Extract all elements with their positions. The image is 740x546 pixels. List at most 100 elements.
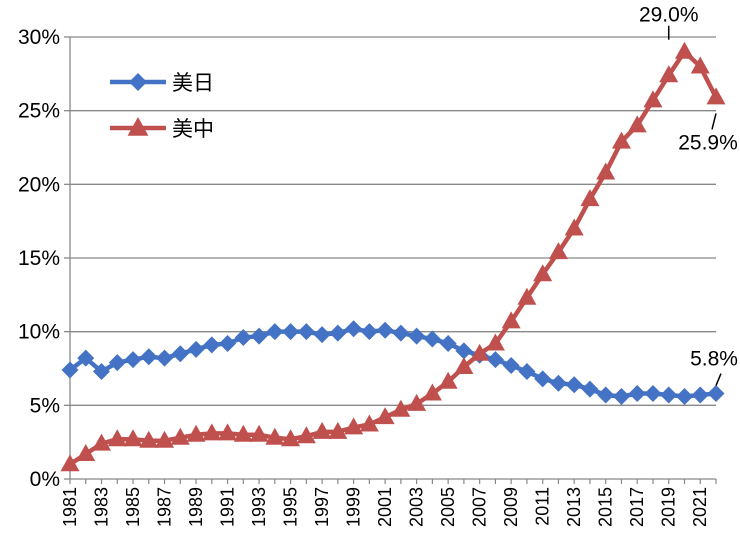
x-tick-label: 2007 xyxy=(470,487,490,527)
data-point xyxy=(77,349,95,367)
y-tick-label: 10% xyxy=(18,321,60,344)
data-point xyxy=(690,56,710,74)
data-point xyxy=(643,90,663,108)
data-point xyxy=(486,351,504,369)
annotations: 29.0% 25.9% 5.8% xyxy=(639,4,738,386)
annotation-label: 29.0% xyxy=(639,4,699,27)
series-layer xyxy=(60,41,726,472)
data-point xyxy=(282,323,300,341)
data-point xyxy=(76,443,96,461)
data-point xyxy=(611,131,631,149)
x-tick-label: 2019 xyxy=(659,487,679,527)
data-point xyxy=(312,421,332,439)
y-tick-label: 20% xyxy=(18,173,60,196)
data-point xyxy=(170,427,190,445)
y-tick-label: 5% xyxy=(30,394,60,417)
data-point xyxy=(580,189,600,207)
data-point xyxy=(581,380,599,398)
legend-marker xyxy=(129,73,147,91)
data-point xyxy=(187,340,205,358)
data-point xyxy=(140,348,158,366)
data-point xyxy=(139,430,159,448)
data-point xyxy=(328,421,348,439)
y-tick-label: 15% xyxy=(18,247,60,270)
data-point xyxy=(108,354,126,372)
data-point xyxy=(156,349,174,367)
x-tick-label: 2011 xyxy=(533,487,553,526)
data-point xyxy=(345,320,363,338)
data-point xyxy=(265,427,285,445)
data-point xyxy=(375,407,395,425)
data-point xyxy=(565,376,583,394)
data-point xyxy=(627,115,647,133)
data-point xyxy=(391,399,411,417)
data-point xyxy=(359,414,379,432)
data-point xyxy=(186,424,206,442)
x-tick-label: 2005 xyxy=(438,487,458,527)
x-tick-label: 1987 xyxy=(155,487,175,527)
data-point xyxy=(313,326,331,344)
x-tick-label: 1997 xyxy=(312,487,332,527)
x-tick-label: 2015 xyxy=(596,487,616,527)
y-tick-label: 0% xyxy=(30,468,60,491)
data-point xyxy=(392,324,410,342)
data-point xyxy=(485,333,505,351)
data-point xyxy=(549,374,567,392)
data-point xyxy=(707,385,725,403)
data-point xyxy=(171,345,189,363)
data-point xyxy=(517,287,537,305)
data-point xyxy=(470,343,490,361)
data-point xyxy=(219,334,237,352)
annotation-label: 25.9% xyxy=(678,131,738,154)
x-tick-label: 1991 xyxy=(218,487,238,527)
data-point xyxy=(548,242,568,260)
annotation-label: 5.8% xyxy=(690,348,738,371)
x-tick-label: 2003 xyxy=(407,487,427,527)
y-tick-label: 25% xyxy=(18,100,60,123)
data-point xyxy=(644,385,662,403)
series-1 xyxy=(61,320,725,405)
data-point xyxy=(93,362,111,380)
data-point xyxy=(296,426,316,444)
data-point xyxy=(123,429,143,447)
legend-label: 美中 xyxy=(172,117,214,141)
legend-label: 美日 xyxy=(172,71,214,95)
data-point xyxy=(659,65,679,83)
data-point xyxy=(533,264,553,282)
data-point xyxy=(234,329,252,347)
data-point xyxy=(660,386,678,404)
x-tick-label: 2013 xyxy=(564,487,584,527)
data-point xyxy=(218,423,238,441)
data-point xyxy=(518,362,536,380)
data-point xyxy=(706,87,726,105)
y-tick-label: 30% xyxy=(18,26,60,49)
data-point xyxy=(281,429,301,447)
series-2 xyxy=(60,41,726,472)
legend-marker xyxy=(127,117,149,136)
data-point xyxy=(534,370,552,388)
x-axis-ticks: 1981 1983 1985 1987 1989 1991 1993 1995 1997 1999… xyxy=(60,479,717,527)
data-point xyxy=(60,454,80,472)
data-point xyxy=(360,323,378,341)
data-point xyxy=(612,387,630,405)
data-point xyxy=(674,41,694,59)
data-point xyxy=(202,423,222,441)
data-point xyxy=(564,218,584,236)
data-point xyxy=(124,351,142,369)
x-tick-label: 2009 xyxy=(501,487,521,527)
data-point xyxy=(297,323,315,341)
data-point xyxy=(155,430,175,448)
data-point xyxy=(439,334,457,352)
legend-item-2: 美中 xyxy=(110,117,214,141)
data-point xyxy=(250,327,268,345)
x-tick-label: 2021 xyxy=(690,487,710,527)
data-point xyxy=(597,386,615,404)
data-point xyxy=(675,387,693,405)
x-tick-label: 2001 xyxy=(375,487,395,527)
x-tick-label: 1983 xyxy=(92,487,112,527)
data-point xyxy=(407,393,427,411)
data-point xyxy=(233,424,253,442)
data-point xyxy=(408,327,426,345)
data-point xyxy=(266,323,284,341)
